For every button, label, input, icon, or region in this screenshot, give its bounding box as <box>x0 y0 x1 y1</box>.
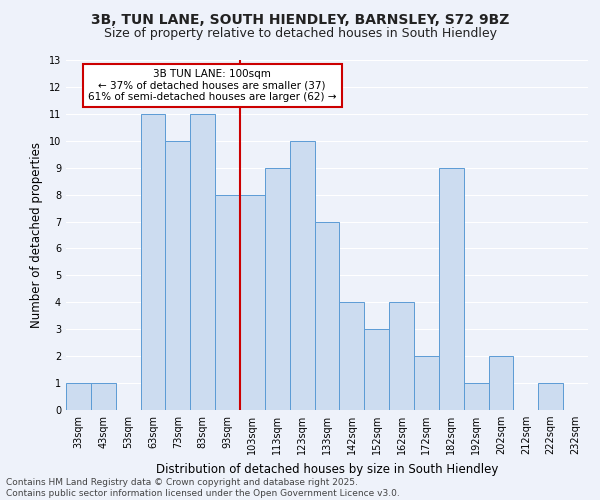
Bar <box>66 383 91 410</box>
Bar <box>364 329 389 410</box>
Text: Size of property relative to detached houses in South Hiendley: Size of property relative to detached ho… <box>104 28 497 40</box>
Bar <box>488 356 514 410</box>
Text: 3B TUN LANE: 100sqm
← 37% of detached houses are smaller (37)
61% of semi-detach: 3B TUN LANE: 100sqm ← 37% of detached ho… <box>88 69 337 102</box>
Bar <box>166 141 190 410</box>
Bar <box>314 222 340 410</box>
Bar <box>464 383 488 410</box>
Bar <box>389 302 414 410</box>
Bar <box>439 168 464 410</box>
Bar <box>140 114 166 410</box>
Text: Contains HM Land Registry data © Crown copyright and database right 2025.
Contai: Contains HM Land Registry data © Crown c… <box>6 478 400 498</box>
Bar <box>340 302 364 410</box>
Bar <box>91 383 116 410</box>
Bar <box>240 194 265 410</box>
Bar <box>190 114 215 410</box>
Bar <box>215 194 240 410</box>
Bar <box>265 168 290 410</box>
Bar <box>538 383 563 410</box>
Text: 3B, TUN LANE, SOUTH HIENDLEY, BARNSLEY, S72 9BZ: 3B, TUN LANE, SOUTH HIENDLEY, BARNSLEY, … <box>91 12 509 26</box>
Bar <box>290 141 314 410</box>
Y-axis label: Number of detached properties: Number of detached properties <box>30 142 43 328</box>
Bar <box>414 356 439 410</box>
X-axis label: Distribution of detached houses by size in South Hiendley: Distribution of detached houses by size … <box>156 462 498 475</box>
